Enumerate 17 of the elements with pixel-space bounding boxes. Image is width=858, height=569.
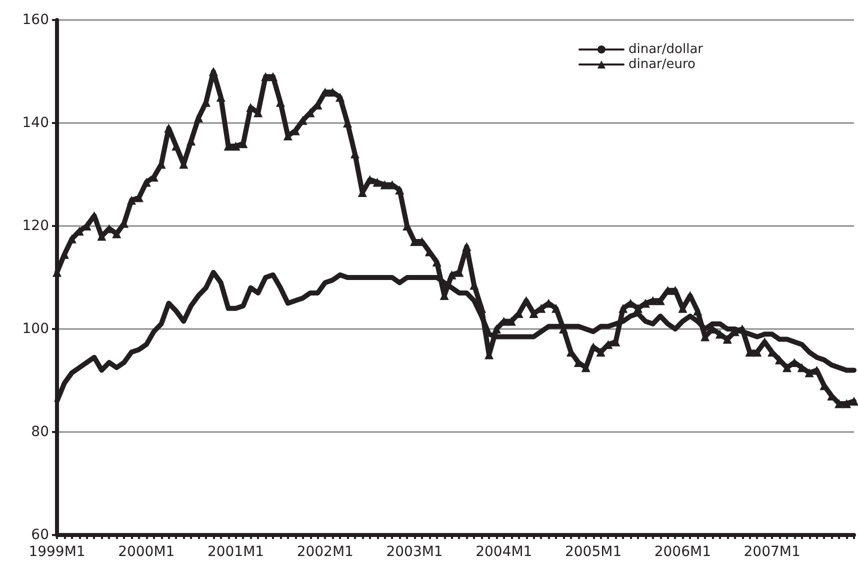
y-tick-label: 80: [31, 424, 49, 440]
y-tick-label: 120: [22, 218, 49, 234]
y-tick-label: 100: [22, 321, 49, 337]
x-tick-label: 2002M1: [296, 544, 354, 560]
x-tick-label: 2000M1: [118, 544, 175, 560]
x-tick-label: 2004M1: [476, 544, 532, 560]
y-tick-label: 160: [22, 12, 49, 28]
legend-label: dinar/dollar: [628, 42, 704, 57]
x-tick-label: 2006M1: [654, 544, 711, 560]
legend-label: dinar/euro: [628, 57, 696, 72]
y-tick-label: 60: [31, 527, 49, 543]
x-tick-label: 2003M1: [386, 544, 443, 560]
x-tick-label: 1999M1: [28, 544, 86, 560]
x-tick-label: 2005M1: [564, 544, 622, 560]
y-tick-label: 140: [22, 115, 49, 131]
x-tick-label: 2007M1: [744, 544, 800, 560]
x-tick-label: 2001M1: [207, 544, 264, 560]
